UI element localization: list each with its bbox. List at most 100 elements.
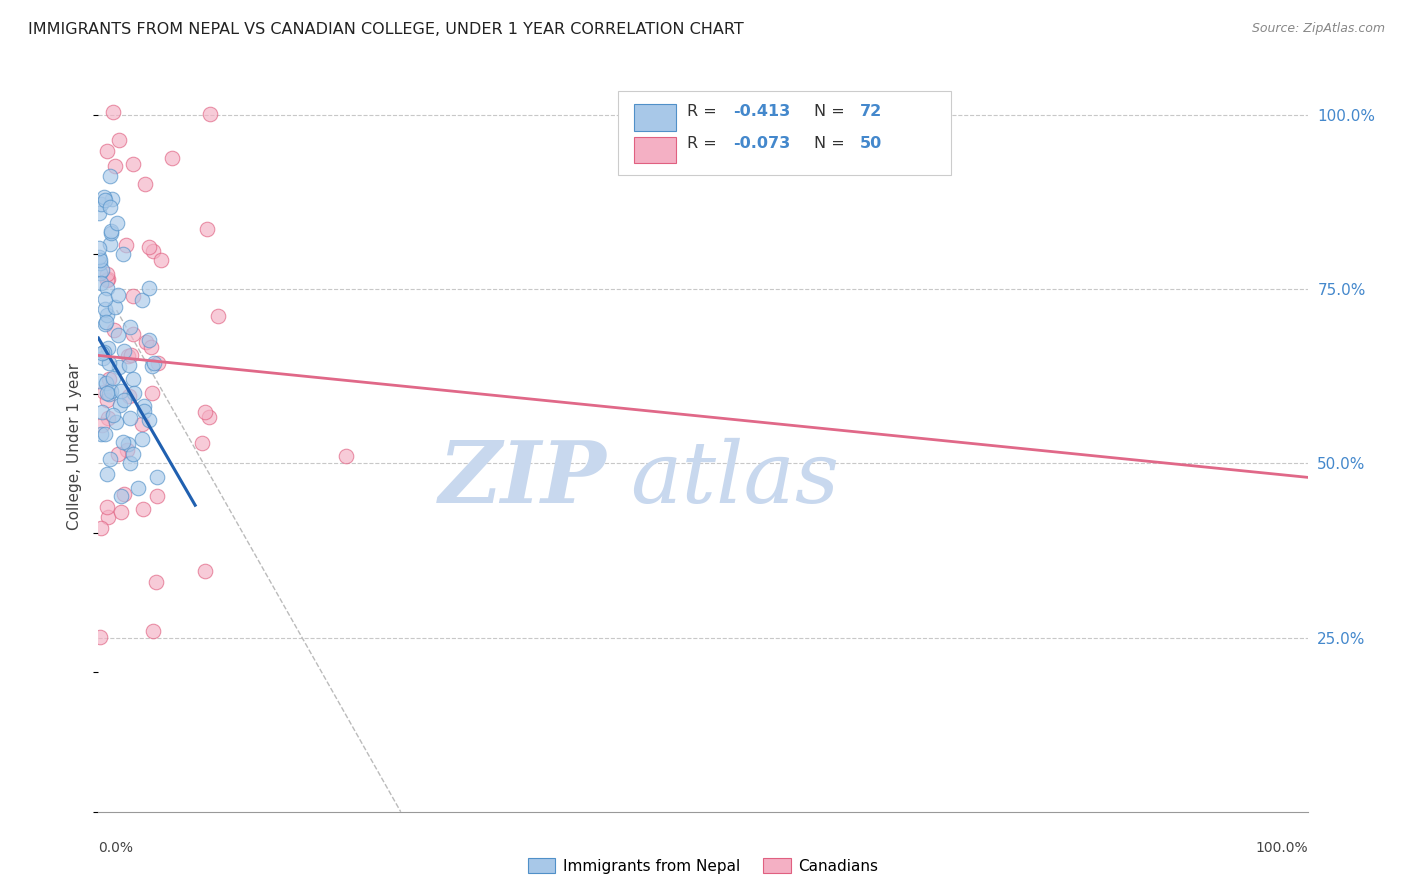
Text: ZIP: ZIP [439, 437, 606, 521]
Point [191, 436, 214, 450]
Point [145, 574, 167, 589]
Point [100, 237, 122, 252]
Point [107, 447, 129, 461]
Point [143, 356, 166, 370]
Point [142, 624, 165, 639]
FancyBboxPatch shape [634, 104, 676, 131]
Point [94, 293, 117, 307]
Point [91, 262, 114, 277]
Text: 100.0%: 100.0% [1256, 841, 1308, 855]
Point [115, 443, 138, 458]
Text: -0.073: -0.073 [734, 136, 790, 152]
Point [87, 250, 110, 264]
Point [96, 281, 118, 295]
Point [104, 300, 127, 314]
Text: -0.413: -0.413 [734, 104, 790, 120]
Point [90, 276, 112, 290]
Point [89, 266, 111, 280]
Point [335, 450, 357, 464]
Point [110, 489, 132, 503]
Point [112, 343, 135, 358]
Point [104, 159, 127, 173]
Point [114, 487, 136, 501]
Point [89, 241, 111, 255]
Point [96, 467, 118, 481]
Y-axis label: College, Under 1 year: College, Under 1 year [67, 362, 83, 530]
Point [94, 426, 117, 441]
Point [89, 631, 111, 645]
Point [148, 356, 170, 370]
Point [93, 193, 115, 207]
Point [145, 469, 167, 483]
Point [101, 409, 124, 423]
Point [107, 288, 129, 302]
Point [101, 104, 124, 119]
Point [108, 359, 131, 374]
Point [110, 505, 132, 519]
Point [91, 346, 114, 360]
Point [132, 399, 155, 413]
Point [112, 247, 135, 261]
Point [104, 416, 127, 430]
Point [96, 268, 118, 282]
Point [132, 403, 155, 417]
Point [138, 333, 160, 347]
Point [195, 222, 218, 236]
Point [87, 375, 110, 389]
Point [118, 411, 141, 425]
Point [138, 240, 160, 254]
Point [118, 320, 141, 334]
Point [93, 190, 115, 204]
Point [142, 244, 165, 258]
Point [131, 417, 153, 431]
Point [98, 356, 121, 370]
Point [105, 216, 128, 230]
Point [97, 411, 120, 425]
Point [100, 227, 122, 241]
Point [117, 436, 139, 450]
Text: R =: R = [688, 136, 723, 152]
Point [90, 196, 112, 211]
Point [121, 447, 143, 461]
Point [121, 372, 143, 386]
Point [97, 510, 120, 524]
Point [127, 482, 149, 496]
Point [90, 426, 112, 441]
Point [103, 323, 125, 337]
Text: atlas: atlas [630, 438, 839, 520]
Point [131, 502, 153, 516]
Point [107, 328, 129, 343]
Point [134, 178, 156, 192]
Point [110, 384, 132, 398]
Point [94, 315, 117, 329]
Legend: Immigrants from Nepal, Canadians: Immigrants from Nepal, Canadians [522, 852, 884, 880]
Point [96, 273, 118, 287]
Point [91, 405, 114, 419]
Point [112, 392, 135, 407]
Point [98, 451, 121, 466]
Point [110, 398, 132, 412]
Point [121, 326, 143, 341]
Point [90, 520, 112, 534]
Point [131, 433, 153, 447]
Point [138, 281, 160, 295]
Point [100, 225, 122, 239]
Point [198, 107, 221, 121]
Point [89, 206, 111, 220]
Point [114, 238, 136, 252]
Point [93, 344, 115, 359]
Point [89, 253, 111, 268]
Point [89, 255, 111, 269]
Point [97, 271, 120, 285]
Point [120, 348, 142, 362]
Point [90, 417, 112, 432]
Point [108, 133, 131, 147]
Point [162, 151, 184, 165]
Point [135, 334, 157, 349]
Text: 0.0%: 0.0% [98, 841, 134, 855]
Point [139, 340, 162, 354]
Point [207, 309, 229, 323]
Point [96, 144, 118, 158]
Point [101, 192, 124, 206]
Point [146, 489, 169, 503]
